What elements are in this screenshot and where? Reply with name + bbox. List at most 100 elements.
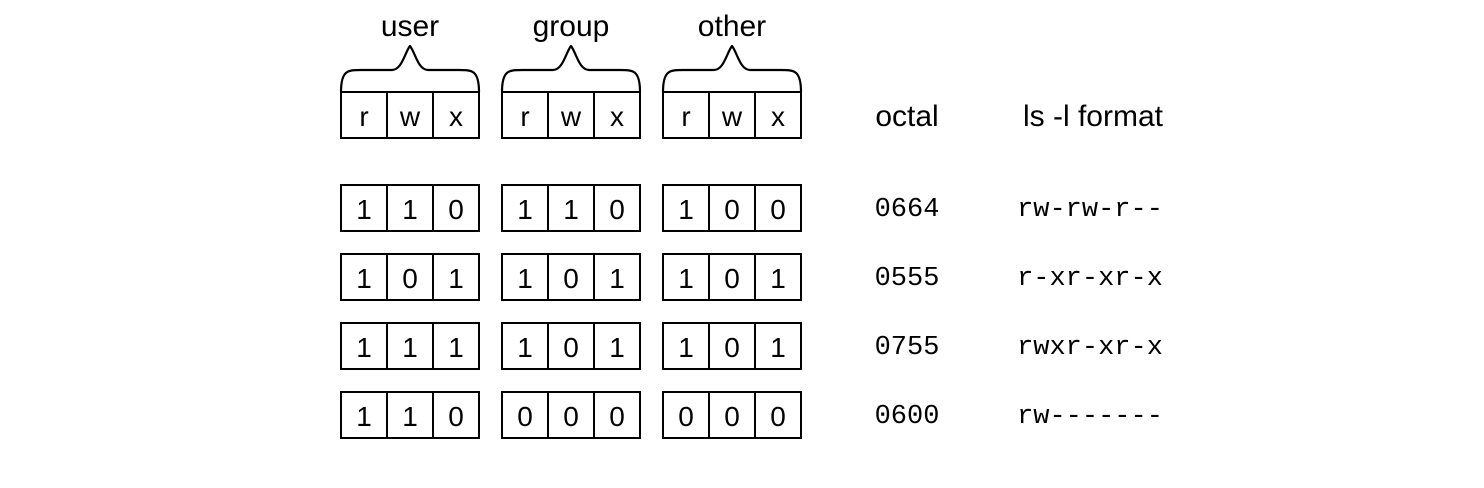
octal-value: 0664 [875,195,940,225]
permission-row: 1 1 1 1 0 1 1 0 1 0755 rwxr-xr-x [340,322,1163,370]
perm-letter: w [560,101,582,132]
perm-letter: r [359,101,368,132]
bit-cell [593,184,641,232]
bit-cell [754,322,802,370]
perm-letter: w [721,101,743,132]
bit-value: 0 [517,401,533,432]
bit-value: 0 [563,332,579,363]
bit-cell [593,322,641,370]
bit-cell [547,184,595,232]
bit-cell [501,184,549,232]
ls-format-value: rw-rw-r-- [1017,195,1163,225]
bit-value: 1 [517,194,533,225]
bit-value: 0 [402,263,418,294]
perm-letter: w [399,101,421,132]
bit-value: 1 [356,401,372,432]
bit-value: 1 [402,332,418,363]
bit-value: 0 [724,401,740,432]
bit-cell [501,253,549,301]
bit-cell [340,391,388,439]
group-2: other r w x [661,10,803,139]
bit-cell [386,253,434,301]
bit-value: 0 [724,194,740,225]
ls-format-value: r-xr-xr-x [1017,264,1163,294]
permission-row: 1 1 0 1 1 0 1 0 0 0664 rw-rw-r-- [340,184,1163,232]
bit-value: 1 [402,401,418,432]
brace [661,44,803,94]
bit-cell [662,184,710,232]
bit-cell [432,322,480,370]
bit-cell [547,391,595,439]
perm-cell [547,91,595,139]
bit-value: 0 [770,401,786,432]
brace [339,44,481,94]
bit-value: 1 [448,263,464,294]
bit-value: 1 [770,332,786,363]
ls-format-value: rwxr-xr-x [1017,333,1163,363]
permission-row: 1 1 0 0 0 0 0 0 0 0600 rw------- [340,391,1163,439]
bit-value: 0 [448,401,464,432]
bit-cell [432,253,480,301]
bit-cell [708,322,756,370]
group-1: group r w x [500,10,642,139]
octal-header: octal [875,100,938,133]
perm-letter: x [610,101,624,132]
perm-cell [708,91,756,139]
bit-cell [501,322,549,370]
bit-value: 1 [356,332,372,363]
bit-value: 0 [724,263,740,294]
bit-cell [754,253,802,301]
bit-value: 0 [678,401,694,432]
perm-cell [386,91,434,139]
bit-value: 0 [724,332,740,363]
octal-value: 0600 [875,402,940,432]
bit-value: 0 [609,401,625,432]
bit-value: 0 [563,263,579,294]
bit-value: 0 [563,401,579,432]
bit-cell [432,184,480,232]
bit-value: 1 [609,332,625,363]
bit-cell [386,322,434,370]
ls-format-value: rw------- [1017,402,1163,432]
bit-cell [662,253,710,301]
bit-cell [593,253,641,301]
bit-cell [754,184,802,232]
bit-cell [340,322,388,370]
bit-value: 1 [402,194,418,225]
permission-rows: 1 1 0 1 1 0 1 0 0 0664 rw-rw-r--1 0 1 1 0 1 1 0 1 0555 r-xr-… [340,184,1163,439]
bit-value: 1 [356,263,372,294]
perm-cell [662,91,710,139]
bit-cell [340,253,388,301]
bit-value: 1 [517,332,533,363]
permission-row: 1 0 1 1 0 1 1 0 1 0555 r-xr-xr-x [340,253,1163,301]
group-label: user [381,10,439,43]
bit-cell [754,391,802,439]
perm-letter: x [449,101,463,132]
group-label: group [533,10,610,43]
bit-value: 1 [448,332,464,363]
perm-letter: x [771,101,785,132]
bit-cell [501,391,549,439]
bit-value: 0 [448,194,464,225]
bit-value: 0 [609,194,625,225]
bit-cell [662,322,710,370]
octal-value: 0555 [875,264,940,294]
group-0: user r w x [339,10,481,139]
bit-value: 1 [770,263,786,294]
bit-cell [547,253,595,301]
bit-value: 1 [563,194,579,225]
bit-value: 1 [678,263,694,294]
bit-value: 1 [609,263,625,294]
bit-cell [340,184,388,232]
bit-value: 1 [678,332,694,363]
bit-value: 1 [517,263,533,294]
octal-value: 0755 [875,333,940,363]
bit-value: 1 [356,194,372,225]
ls-format-header: ls -l format [1023,100,1164,133]
perm-cell [593,91,641,139]
bit-cell [386,391,434,439]
group-label: other [698,10,766,43]
bit-cell [708,184,756,232]
brace [500,44,642,94]
